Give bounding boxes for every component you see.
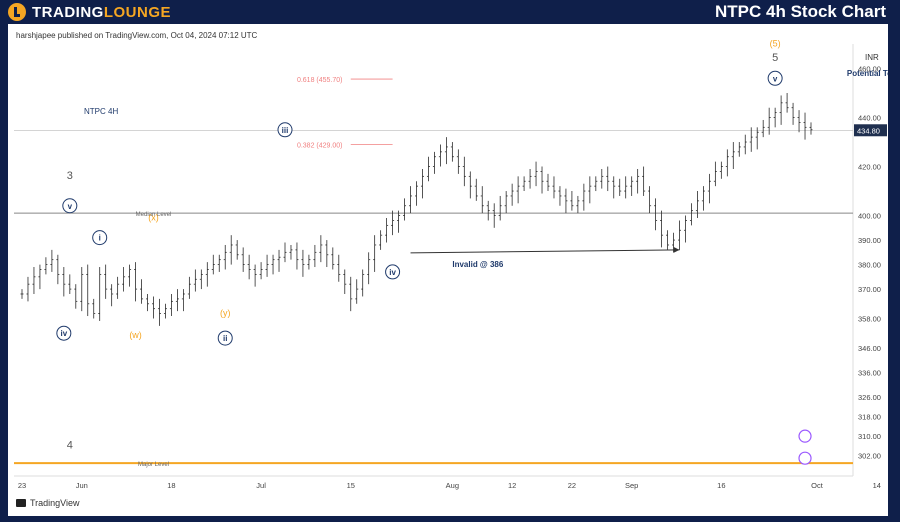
wave-circle	[767, 70, 783, 86]
wave-label: (5)	[770, 38, 781, 48]
wave-label: Invalid @ 386	[452, 260, 503, 269]
x-tick-label: 16	[717, 481, 725, 490]
wave-circle	[217, 330, 233, 346]
last-price-tag	[854, 124, 887, 137]
wave-circle	[385, 264, 401, 280]
tradingview-icon	[16, 499, 26, 507]
wave-circle	[62, 198, 78, 214]
wave-label: ii	[223, 334, 227, 343]
invalid-arrow-line	[410, 249, 680, 254]
x-tick-label: Aug	[446, 481, 459, 490]
fib-label: 0.618 (455.70)	[297, 77, 343, 84]
logo-text: TRADINGLOUNGE	[32, 3, 171, 21]
event-icon	[798, 429, 812, 443]
wave-label: 3	[67, 170, 73, 182]
x-tick-label: 15	[347, 481, 355, 490]
x-tick-label: 23	[18, 481, 26, 490]
y-tick-label: 336.00	[858, 368, 881, 377]
wave-label: iv	[389, 268, 396, 277]
header-bar: TRADINGLOUNGE NTPC 4h Stock Chart	[0, 0, 900, 24]
x-tick-label: Jun	[76, 481, 88, 490]
y-tick-label: 370.00	[858, 285, 881, 294]
fib-label: 0.382 (429.00)	[297, 142, 343, 149]
y-tick-label: 326.00	[858, 393, 881, 402]
x-tick-label: Oct	[811, 481, 824, 490]
y-tick-label: 440.00	[858, 114, 881, 123]
dividend-icon	[798, 451, 812, 465]
tradinglounge-logo[interactable]: TRADINGLOUNGE	[8, 3, 171, 21]
wave-circle	[56, 325, 72, 341]
wave-label: i	[99, 234, 101, 243]
x-tick-label: Jul	[256, 481, 266, 490]
y-tick-label: 358.00	[858, 314, 881, 323]
invalid-arrow-head	[673, 246, 680, 253]
wave-circle	[277, 122, 293, 138]
y-tick-label: 400.00	[858, 212, 881, 221]
wave-label: (y)	[220, 308, 231, 318]
publisher-text: harshjapee published on TradingView.com,…	[16, 31, 258, 40]
y-tick-label: 380.00	[858, 261, 881, 270]
y-tick-label: 310.00	[858, 432, 881, 441]
x-tick-label: 12	[508, 481, 516, 490]
wave-label: iv	[61, 329, 68, 338]
last-price-label: 434.80	[857, 126, 880, 135]
tradinglounge-logo-icon	[8, 3, 26, 21]
y-tick-label: 346.00	[858, 344, 881, 353]
wave-circle	[92, 230, 108, 246]
wave-label: 4	[67, 439, 73, 451]
y-tick-label: 318.00	[858, 413, 881, 422]
y-tick-label: 460.00	[858, 65, 881, 74]
x-tick-label: 18	[167, 481, 175, 490]
wave-label: Potential Top @ 448-50 ?	[847, 69, 888, 78]
wave-label: (x)	[148, 212, 159, 222]
tradingview-text: TradingView	[30, 498, 80, 508]
x-tick-label: 14	[873, 481, 881, 490]
y-tick-label: 302.00	[858, 452, 881, 461]
symbol-label: NTPC 4H	[84, 107, 118, 116]
chart-panel: harshjapee published on TradingView.com,…	[8, 24, 900, 516]
currency-label: INR	[865, 53, 879, 62]
tradingview-logo[interactable]: TradingView	[16, 498, 80, 508]
price-chart[interactable]: INR 460.00 440.00 420.00 400.00 390.00 380.00 3…	[8, 24, 900, 516]
y-tick-label: 420.00	[858, 163, 881, 172]
wave-label: (w)	[129, 330, 142, 340]
chart-title: NTPC 4h Stock Chart	[715, 2, 886, 21]
level-label: Major Level	[138, 462, 169, 468]
x-tick-label: 22	[568, 481, 576, 490]
wave-label: iii	[282, 126, 289, 135]
y-tick-label: 390.00	[858, 236, 881, 245]
level-label: Median Level	[136, 212, 172, 218]
wave-label: 5	[772, 52, 778, 64]
wave-label: v	[773, 74, 778, 83]
x-tick-label: Sep	[625, 481, 638, 490]
wave-label: v	[68, 202, 73, 211]
